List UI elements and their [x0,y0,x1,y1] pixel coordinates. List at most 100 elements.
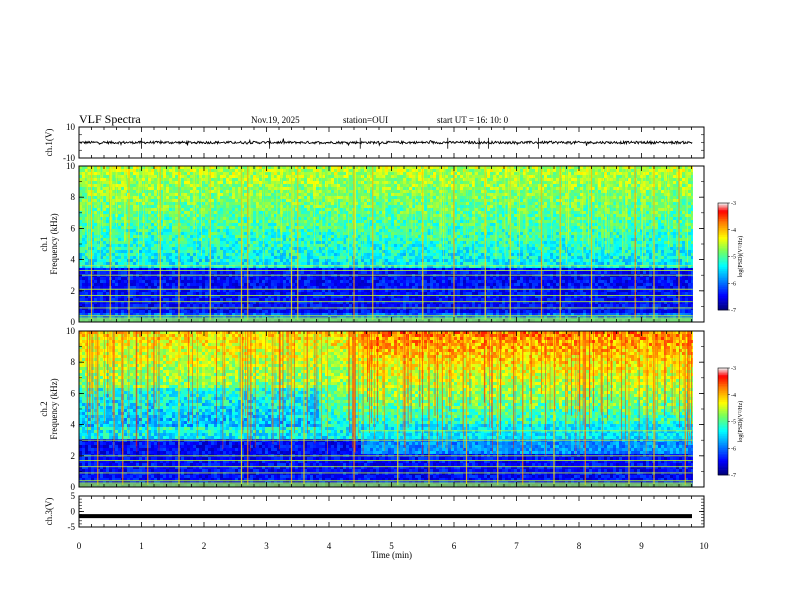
colorbar-step [718,457,728,460]
colorbar-step [718,286,728,289]
colorbar-step [718,369,728,372]
x-tick-label: 7 [514,541,519,551]
colorbar-step [718,233,728,236]
colorbar-step [718,398,728,401]
colorbar-step [718,268,728,272]
colorbar-step [718,448,728,451]
x-tick-label: 1 [139,541,144,551]
colorbar-step [718,217,728,220]
colorbar-step [718,274,728,277]
colorbar-step [718,409,728,412]
colorbar-step [718,380,728,383]
colorbar-step [718,384,728,387]
colorbar-step [718,442,728,445]
ch1-spec-ytick-label: 0 [71,317,76,327]
colorbar-step [718,254,728,257]
colorbar-step [718,444,728,447]
colorbar-tick-label: -3 [731,201,736,207]
ch1-spec-ytick-label: 10 [66,161,76,171]
colorbar-step [718,256,728,259]
colorbar-step [718,425,728,428]
colorbar-tick-label: -7 [731,308,736,314]
x-axis-label: Time (min) [371,550,412,560]
colorbar-step [718,432,728,435]
colorbar-step [718,279,728,282]
colorbar-step [718,446,728,449]
ch1-spec-ytick-label: 4 [71,255,76,265]
x-tick-label: 4 [327,541,332,551]
colorbar-step [718,265,728,268]
ch1-spec-ytick-label: 2 [71,286,76,296]
colorbar-step [718,407,728,410]
colorbar-step [718,421,728,424]
colorbar-step [718,299,728,302]
date-label: Nov.19, 2025 [251,115,300,125]
colorbar-step [718,222,728,225]
colorbar-step [718,405,728,408]
colorbar-step [718,306,728,309]
colorbar-step [718,368,728,371]
ch1-wave-ytick-label: 10 [66,122,76,132]
colorbar-tick-label: -6 [731,281,736,287]
colorbar-step [718,455,728,458]
x-tick-label: 2 [202,541,207,551]
colorbar-step [718,295,728,298]
colorbar-step [718,213,728,216]
colorbar-step [718,451,728,454]
colorbar-tick-label: -5 [731,255,736,261]
colorbar-step [718,469,728,472]
colorbar-step [718,387,728,390]
colorbar-step [718,473,728,476]
x-tick-label: 6 [452,541,457,551]
ch3-wave-ytick-label: -5 [68,522,76,532]
ch1-colorbar: -3 -4 -5 -6 -7 log(PSD)(V²/Hz) [717,201,744,314]
colorbar-tick-label: -3 [731,366,736,372]
colorbar-step [718,308,728,311]
colorbar-tick-label: -4 [731,393,736,399]
colorbar-step [718,396,728,399]
colorbar-step [718,258,728,261]
x-tick-label: 8 [577,541,582,551]
colorbar-step [718,460,728,463]
colorbar-step [718,423,728,426]
ch2-spectrogram-panel: 0 2 4 6 8 10 ch.2Frequency (kHz) [39,326,705,492]
colorbar-step [718,391,728,394]
colorbar-tick-label: -4 [731,228,736,234]
x-tick-label: 9 [639,541,644,551]
ch1-trace [78,138,693,147]
colorbar-step [718,392,728,396]
colorbar-step [718,416,728,419]
x-tick-label: 0 [77,541,82,551]
x-tick-label: 10 [700,541,710,551]
ch3-wave-ytick-label: 0 [71,507,76,517]
colorbar-step [718,403,728,406]
colorbar-step [718,301,728,304]
colorbar-step [718,373,728,376]
colorbar-step [718,450,728,453]
colorbar-step [718,433,728,437]
ch1-wave-ytick-label: -10 [63,153,75,163]
colorbar-step [718,281,728,284]
colorbar-step [718,385,728,388]
colorbar-step [718,283,728,286]
colorbar-step [718,378,728,381]
colorbar-step [718,220,728,223]
colorbar-step [718,439,728,442]
colorbar-tick-label: -6 [731,446,736,452]
colorbar-step [718,382,728,385]
ch2-spec-ylabel: ch.2Frequency (kHz) [39,378,59,439]
figure-title: VLF Spectra [79,112,141,126]
colorbar-step [718,371,728,374]
colorbar-step [718,211,728,214]
colorbar-step [718,428,728,431]
station-label: station=OUI [343,115,388,125]
ch2-spec-ytick-label: 10 [66,326,76,336]
time-axis: 0 1 2 3 4 5 6 7 8 9 10 Time (min) [77,541,709,560]
ch1-spec-ytick-label: 6 [71,223,76,233]
colorbar-step [718,252,728,256]
colorbar-step [718,231,728,234]
x-tick-label: 3 [264,541,269,551]
colorbar-step [718,263,728,266]
colorbar-step [718,210,728,213]
ch1-spec-ylabel: ch.1Frequency (kHz) [39,213,59,274]
